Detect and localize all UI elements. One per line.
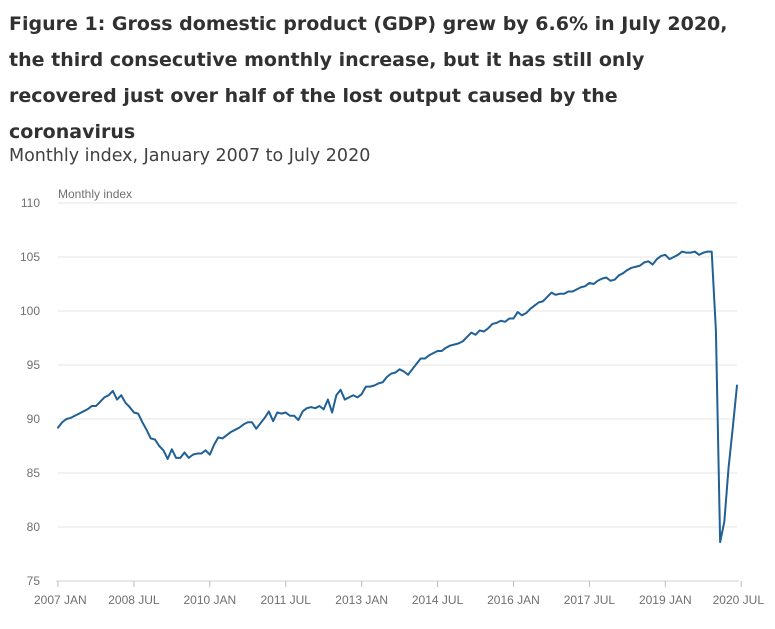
chart-title: Figure 1: Gross domestic product (GDP) g…: [9, 13, 728, 143]
y-tick-label: 105: [20, 250, 40, 264]
x-tick-label: 2011 JUL: [260, 593, 311, 607]
gridlines: [58, 202, 737, 528]
x-axis: 2007 JAN 2008 JUL 2010 JAN 2011 JUL 2013 JAN…: [34, 580, 765, 607]
y-tick-label: 110: [21, 196, 40, 210]
y-axis-ticks: 75 80 85 90 95 100 105 110: [20, 196, 40, 588]
chart-subtitle: Monthly index, January 2007 to July 2020: [9, 146, 371, 166]
x-tick-label: 2016 JAN: [487, 593, 540, 607]
y-tick-label: 90: [27, 412, 41, 426]
x-tick-label: 2007 JAN: [34, 593, 87, 607]
x-tick-label: 2020 JUL: [713, 593, 765, 607]
x-tick-label: 2008 JUL: [108, 593, 160, 607]
y-tick-label: 85: [27, 466, 41, 480]
y-tick-label: 95: [27, 358, 41, 372]
y-axis-label: Monthly index: [58, 187, 132, 201]
y-tick-label: 80: [27, 520, 41, 534]
x-tick-label: 2013 JAN: [335, 593, 388, 607]
x-tick-label: 2010 JAN: [183, 593, 236, 607]
series-line-gdp-index: [57, 250, 738, 544]
ylabel-backdrop: [55, 188, 195, 200]
x-tick-label: 2014 JUL: [412, 593, 464, 607]
x-tick-label: 2019 JAN: [639, 593, 692, 607]
x-tick-label: 2017 JUL: [564, 593, 616, 607]
y-tick-label: 75: [27, 574, 41, 588]
y-tick-label: 100: [20, 304, 40, 318]
